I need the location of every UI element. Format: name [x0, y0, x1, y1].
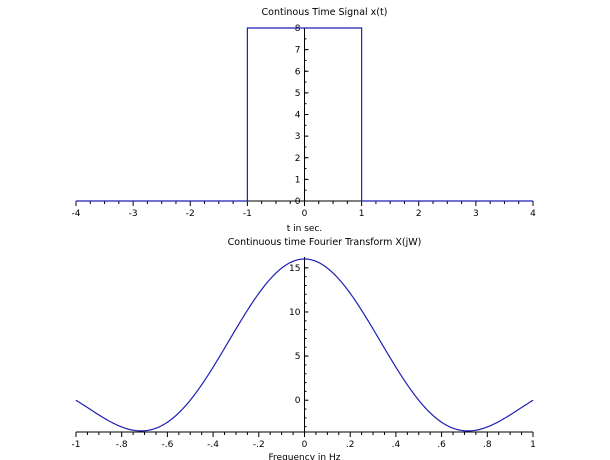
time-signal-plot: Continous Time Signal x(t) -4 -3 -2 -1 0 1 2 3 4 0… — [72, 7, 537, 234]
x-tick-label: .2 — [346, 440, 355, 450]
x-tick-label: -2 — [186, 209, 195, 219]
y-tick-label: 0 — [295, 396, 301, 406]
y-tick-label: 3 — [295, 132, 301, 142]
y-tick-label: 15 — [289, 264, 300, 274]
x-tick-label: 3 — [473, 209, 479, 219]
y-tick-label: 2 — [295, 154, 301, 164]
x-tick-label: .8 — [483, 440, 492, 450]
y-tick-label: 4 — [295, 111, 301, 121]
x-tick-label: 0 — [302, 440, 308, 450]
x-tick-label: -1 — [243, 209, 252, 219]
x-tick-label: 0 — [302, 209, 308, 219]
x-tick-label: 1 — [359, 209, 365, 219]
y-tick-label: 5 — [295, 89, 301, 99]
y-tick-label: 10 — [289, 308, 301, 318]
y-tick-label: 1 — [295, 175, 301, 185]
fourier-transform-plot: Continuous time Fourier Transform X(jW) -… — [72, 237, 536, 460]
series-line — [76, 27, 533, 202]
chart-title: Continuous time Fourier Transform X(jW) — [228, 237, 422, 248]
x-tick-label: -4 — [72, 209, 81, 219]
y-tick-label: 0 — [295, 197, 301, 207]
x-tick-label: 4 — [530, 209, 536, 219]
series-line — [75, 258, 534, 432]
x-axis-label: t in sec. — [287, 224, 323, 234]
y-tick-label: 8 — [295, 24, 301, 34]
x-tick-label: -.6 — [161, 440, 173, 450]
y-tick-label: 5 — [295, 352, 301, 362]
x-tick-label: -.8 — [116, 440, 128, 450]
x-tick-label: -.2 — [253, 440, 265, 450]
x-tick-label: -3 — [129, 209, 138, 219]
y-tick-label: 6 — [295, 67, 301, 77]
y-tick-label: 7 — [295, 46, 301, 56]
x-tick-label: .4 — [392, 440, 401, 450]
chart-title: Continous Time Signal x(t) — [262, 7, 388, 18]
x-tick-label: 2 — [416, 209, 422, 219]
x-tick-label: -1 — [72, 440, 81, 450]
x-tick-label: .6 — [437, 440, 446, 450]
x-tick-label: -.4 — [207, 440, 219, 450]
x-tick-label: 1 — [530, 440, 536, 450]
x-axis-label: Frequency in Hz — [269, 453, 341, 460]
